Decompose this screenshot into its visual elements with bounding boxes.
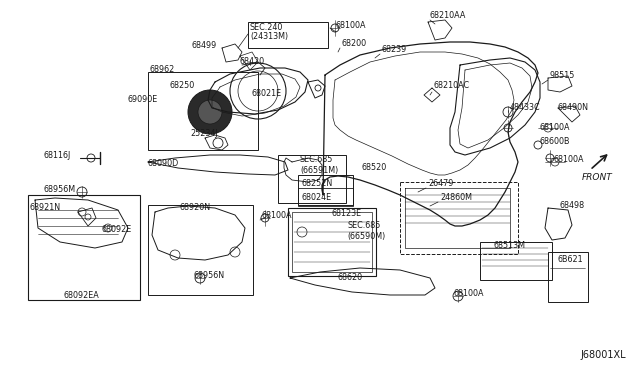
Text: 68200: 68200	[342, 38, 367, 48]
Text: J68001XL: J68001XL	[580, 350, 626, 360]
Text: 68021E: 68021E	[252, 89, 282, 97]
Text: 68499: 68499	[192, 41, 217, 49]
Text: FRONT: FRONT	[582, 173, 612, 182]
Text: 68239: 68239	[382, 45, 407, 55]
Text: 68210AA: 68210AA	[430, 12, 467, 20]
Text: 48433C: 48433C	[510, 103, 541, 112]
Text: (66590M): (66590M)	[347, 231, 385, 241]
Bar	[248, 22, 328, 48]
Text: 68100A: 68100A	[335, 22, 365, 31]
Text: 68123E: 68123E	[332, 208, 362, 218]
Text: 25234J: 25234J	[190, 128, 218, 138]
Text: 26479: 26479	[428, 179, 453, 187]
Text: 68092E: 68092E	[102, 225, 132, 234]
Text: 68100A: 68100A	[540, 122, 570, 131]
Text: 68490N: 68490N	[558, 103, 589, 112]
Bar	[28, 195, 140, 300]
Text: 68100A: 68100A	[454, 289, 484, 298]
Bar	[288, 208, 376, 276]
Bar	[148, 205, 253, 295]
Bar	[292, 212, 372, 272]
Text: SEC.685: SEC.685	[300, 155, 333, 164]
Circle shape	[188, 90, 232, 134]
Bar	[148, 72, 258, 150]
Text: 68920N: 68920N	[180, 203, 211, 212]
Text: 68024E: 68024E	[302, 192, 332, 202]
Text: SEC.240: SEC.240	[250, 22, 284, 32]
Text: 68600B: 68600B	[540, 137, 570, 145]
Bar	[480, 242, 552, 280]
Text: 68513M: 68513M	[494, 241, 526, 250]
Bar	[278, 155, 346, 203]
Text: 68090D: 68090D	[147, 158, 179, 167]
Bar	[298, 175, 353, 205]
Text: 68520: 68520	[362, 163, 387, 171]
Bar	[298, 188, 353, 206]
Text: 69090E: 69090E	[128, 96, 158, 105]
Text: (24313M): (24313M)	[250, 32, 288, 42]
Text: 68921N: 68921N	[30, 203, 61, 212]
Text: 68620: 68620	[337, 273, 362, 282]
Circle shape	[198, 100, 222, 124]
Text: 68210AC: 68210AC	[434, 81, 470, 90]
Bar	[548, 252, 588, 302]
Text: 68962: 68962	[150, 65, 175, 74]
Text: SEC.685: SEC.685	[347, 221, 380, 231]
Text: 6B621: 6B621	[558, 256, 584, 264]
Text: 68420: 68420	[240, 57, 265, 65]
Text: 68498: 68498	[560, 202, 585, 211]
Text: 24860M: 24860M	[440, 193, 472, 202]
Text: 98515: 98515	[550, 71, 575, 80]
Text: 68092EA: 68092EA	[64, 292, 100, 301]
Text: 68252N: 68252N	[302, 179, 333, 187]
Bar	[400, 182, 518, 254]
Text: 68956N: 68956N	[194, 272, 225, 280]
Text: (66591M): (66591M)	[300, 166, 339, 174]
Text: 68250: 68250	[170, 81, 195, 90]
Text: 68116J: 68116J	[44, 151, 71, 160]
Text: 68100A: 68100A	[554, 154, 584, 164]
Text: 68956M: 68956M	[44, 186, 76, 195]
Text: 68100A: 68100A	[262, 212, 292, 221]
